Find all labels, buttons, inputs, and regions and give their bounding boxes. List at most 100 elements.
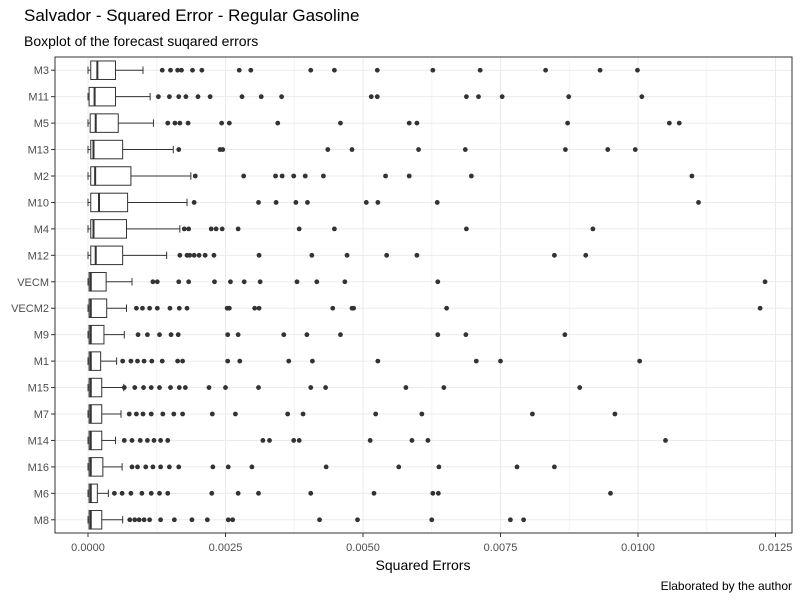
outlier-point: [150, 279, 156, 285]
x-tick-label: 0.0125: [759, 542, 793, 554]
outlier-point: [435, 332, 441, 338]
outlier-point: [552, 464, 557, 470]
outlier-point: [112, 490, 117, 496]
outlier-point: [371, 490, 377, 496]
outlier-point: [635, 67, 640, 73]
outlier-point: [239, 94, 245, 100]
outlier-point: [409, 438, 415, 443]
outlier-point: [219, 226, 225, 232]
outlier-point: [383, 173, 388, 179]
outlier-point: [235, 226, 241, 232]
outlier-point: [375, 200, 381, 205]
plot-panel-background: [55, 57, 792, 533]
outlier-point: [148, 411, 154, 417]
outlier-point: [374, 67, 380, 73]
outlier-point: [252, 305, 258, 311]
outlier-point: [180, 358, 186, 364]
outlier-point: [279, 173, 285, 179]
outlier-point: [241, 173, 247, 179]
outlier-point: [185, 120, 191, 126]
outlier-point: [291, 438, 297, 443]
outlier-point: [211, 252, 217, 258]
outlier-point: [176, 147, 182, 152]
outlier-point: [225, 358, 231, 364]
outlier-point: [757, 305, 763, 311]
outlier-point: [577, 385, 583, 390]
boxplot-M14: [87, 430, 668, 451]
outlier-point: [226, 120, 232, 126]
boxplot-M6: [87, 483, 613, 504]
plot-panel-border: [54, 56, 793, 534]
outlier-point: [425, 438, 431, 443]
outlier-point: [566, 94, 572, 100]
outlier-point: [689, 173, 695, 179]
outlier-point: [310, 358, 315, 364]
outlier-point: [176, 464, 182, 470]
outlier-point: [226, 305, 232, 311]
boxplot-VECM2: [87, 298, 763, 318]
outlier-point: [338, 332, 343, 338]
outlier-point: [462, 147, 468, 152]
outlier-point: [135, 464, 140, 470]
boxplot-M13: [87, 139, 638, 160]
outlier-point: [154, 279, 160, 285]
outlier-point: [279, 94, 284, 100]
outlier-point: [147, 517, 153, 523]
outlier-point: [140, 411, 146, 417]
outlier-point: [136, 517, 142, 523]
x-axis-ticks: 0.0000 0.0025 0.0050 0.0075 0.0100 0.0125: [71, 533, 792, 554]
outlier-point: [160, 411, 166, 417]
outlier-point: [286, 358, 292, 364]
y-tick-label: M16: [28, 462, 49, 474]
x-axis-title: Squared Errors: [376, 557, 471, 573]
outlier-point: [156, 94, 161, 100]
outlier-point: [258, 94, 264, 100]
outlier-point: [165, 120, 171, 126]
outlier-point: [563, 147, 568, 152]
outlier-point: [158, 438, 164, 443]
boxplots: [87, 60, 768, 530]
outlier-point: [176, 279, 182, 285]
outlier-point: [597, 67, 603, 73]
outlier-point: [302, 173, 308, 179]
outlier-point: [141, 358, 147, 364]
outlier-point: [233, 411, 238, 417]
outlier-point: [167, 94, 172, 100]
outlier-point: [321, 173, 326, 179]
outlier-point: [121, 385, 127, 390]
outlier-point: [134, 411, 139, 417]
outlier-point: [199, 67, 205, 73]
outlier-point: [338, 120, 343, 126]
y-tick-label: M8: [34, 515, 49, 527]
outlier-point: [220, 147, 226, 152]
x-tick-label: 0.0075: [484, 542, 518, 554]
boxplot-M15: [87, 377, 583, 398]
outlier-point: [308, 67, 314, 73]
outlier-point: [129, 464, 135, 470]
outlier-point: [119, 490, 125, 496]
y-tick-label: M5: [34, 118, 49, 130]
outlier-point: [468, 173, 474, 179]
outlier-point: [248, 67, 254, 73]
outlier-point: [281, 332, 287, 338]
outlier-point: [154, 305, 160, 311]
boxplot-M3: [87, 60, 640, 80]
outlier-point: [543, 67, 548, 73]
outlier-point: [195, 94, 201, 100]
outlier-point: [396, 464, 402, 470]
outlier-point: [414, 120, 420, 126]
outlier-point: [145, 438, 150, 443]
outlier-point: [135, 358, 140, 364]
outlier-point: [235, 490, 241, 496]
outlier-point: [150, 464, 156, 470]
outlier-point: [434, 200, 440, 205]
outlier-point: [180, 411, 186, 417]
outlier-point: [317, 517, 322, 523]
outlier-point: [147, 305, 153, 311]
outlier-point: [128, 358, 134, 364]
outlier-point: [419, 411, 425, 417]
box-iqr: [88, 430, 103, 451]
outlier-point: [168, 332, 174, 338]
box-iqr: [90, 139, 124, 160]
outlier-point: [583, 252, 589, 258]
